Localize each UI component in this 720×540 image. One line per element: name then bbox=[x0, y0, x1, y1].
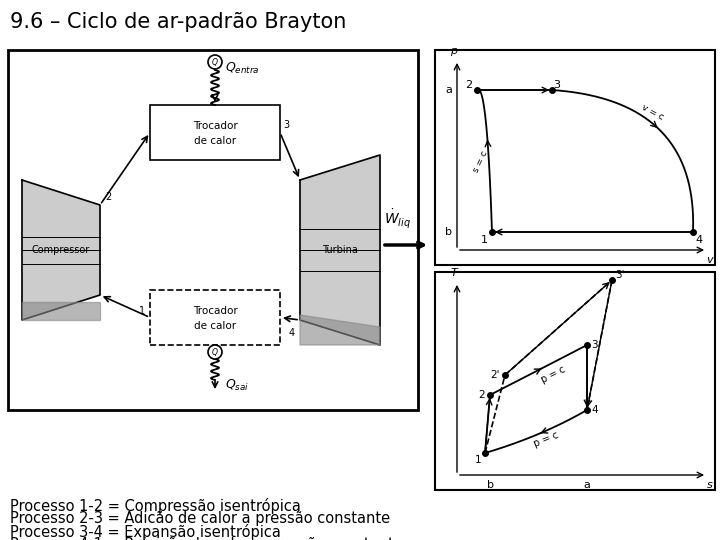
Circle shape bbox=[208, 55, 222, 69]
Text: $Q_{sai}$: $Q_{sai}$ bbox=[225, 377, 249, 393]
Text: de calor: de calor bbox=[194, 321, 236, 330]
Text: Trocador: Trocador bbox=[193, 121, 238, 131]
Text: Processo 4-1 = Rejeição de calor a pressão constante: Processo 4-1 = Rejeição de calor a press… bbox=[10, 537, 402, 540]
Bar bbox=[150, 105, 280, 160]
Text: s: s bbox=[707, 480, 713, 490]
Text: de calor: de calor bbox=[194, 136, 236, 146]
Text: s = c: s = c bbox=[472, 150, 490, 174]
Text: v = c: v = c bbox=[641, 103, 666, 123]
Text: 2: 2 bbox=[465, 80, 472, 90]
Text: $Q_{entra}$: $Q_{entra}$ bbox=[225, 60, 260, 76]
Bar bbox=[8, 50, 418, 410]
Text: Processo 2-3 = Adicão de calor a pressão constante: Processo 2-3 = Adicão de calor a pressão… bbox=[10, 511, 390, 526]
Bar bbox=[435, 272, 715, 490]
Text: 2: 2 bbox=[479, 390, 485, 400]
Text: b: b bbox=[445, 227, 452, 237]
Text: 3: 3 bbox=[554, 80, 560, 90]
Text: $\mathit{Q}$: $\mathit{Q}$ bbox=[211, 56, 219, 68]
Text: b: b bbox=[487, 480, 493, 490]
Text: 4: 4 bbox=[289, 328, 295, 338]
Text: 3': 3' bbox=[616, 270, 625, 280]
Text: 9.6 – Ciclo de ar-padrão Brayton: 9.6 – Ciclo de ar-padrão Brayton bbox=[10, 12, 346, 32]
Text: p: p bbox=[451, 46, 458, 56]
Polygon shape bbox=[22, 302, 100, 320]
Polygon shape bbox=[300, 155, 380, 345]
Text: a: a bbox=[445, 85, 452, 95]
Text: 1: 1 bbox=[480, 235, 487, 245]
Text: Processo 1-2 = Compressão isentrópica: Processo 1-2 = Compressão isentrópica bbox=[10, 498, 301, 514]
Text: Trocador: Trocador bbox=[193, 306, 238, 316]
Text: 1: 1 bbox=[139, 306, 145, 315]
Text: T: T bbox=[451, 268, 457, 278]
Text: v: v bbox=[707, 255, 714, 265]
Text: p = c: p = c bbox=[532, 430, 560, 449]
Text: Compressor: Compressor bbox=[32, 245, 90, 255]
Circle shape bbox=[208, 345, 222, 359]
Bar bbox=[435, 50, 715, 265]
Text: 2': 2' bbox=[490, 370, 500, 380]
Text: 3: 3 bbox=[590, 340, 598, 350]
Text: $\mathit{Q}$: $\mathit{Q}$ bbox=[211, 346, 219, 358]
Text: Turbina: Turbina bbox=[322, 245, 358, 255]
Text: 2: 2 bbox=[105, 192, 112, 202]
Text: a: a bbox=[584, 480, 590, 490]
Text: 4: 4 bbox=[696, 235, 703, 245]
Bar bbox=[150, 290, 280, 345]
Text: 1: 1 bbox=[474, 455, 481, 465]
Text: Processo 3-4 = Expansão isentrópica: Processo 3-4 = Expansão isentrópica bbox=[10, 524, 281, 540]
Polygon shape bbox=[22, 180, 100, 320]
Text: $\dot{W}_{liq}$: $\dot{W}_{liq}$ bbox=[384, 207, 412, 230]
Polygon shape bbox=[300, 315, 380, 345]
Text: 3: 3 bbox=[283, 120, 289, 131]
Text: p = c: p = c bbox=[540, 364, 567, 386]
Text: 4: 4 bbox=[592, 405, 598, 415]
